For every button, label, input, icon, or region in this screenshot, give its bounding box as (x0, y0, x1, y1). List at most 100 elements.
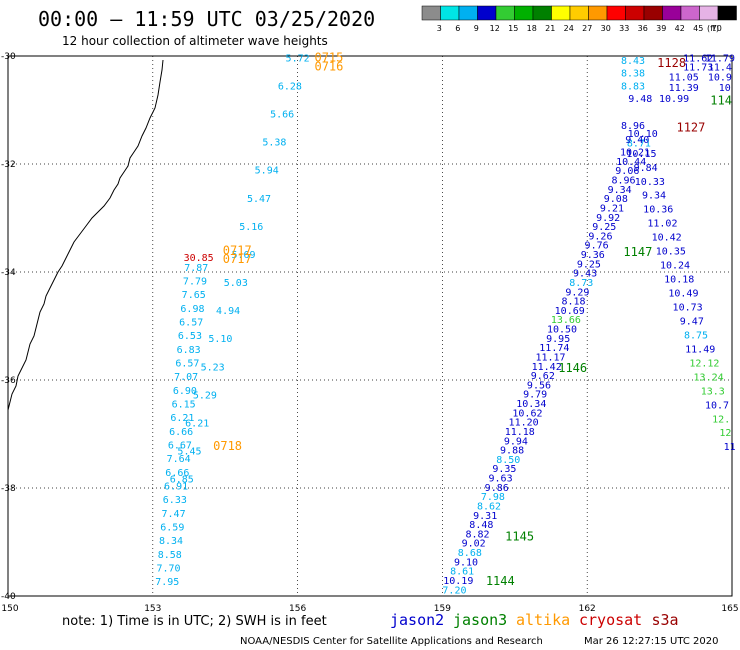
swh-value: 8.50 (496, 455, 520, 466)
swh-value: 5.72 (286, 53, 310, 64)
lat-tick-label: -32 (1, 160, 16, 170)
swh-value: 10.50 (547, 325, 577, 336)
swh-value: 5.69 (231, 250, 255, 261)
swh-value: 7.65 (182, 290, 206, 301)
satellite-legend: jason2 jason3 altika cryosat s3a (390, 611, 679, 629)
swh-value: 11.79 (705, 53, 735, 64)
legend-swatch (625, 5, 645, 21)
swh-value: 8.83 (621, 81, 645, 92)
swh-value: 6.15 (172, 400, 196, 411)
swh-value: 9.48 (628, 94, 652, 105)
swh-value: 8.38 (621, 69, 645, 80)
swh-value: 5.45 (177, 447, 201, 458)
swh-value: 9.26 (588, 231, 612, 242)
swh-value: 6.59 (160, 523, 184, 534)
swh-value: 5.16 (239, 222, 263, 233)
swh-value: 4.94 (216, 306, 240, 317)
legend-swatch (551, 5, 571, 21)
swh-value: 8.96 (621, 121, 645, 132)
swh-value: 9.35 (492, 464, 516, 475)
legend-swatch (458, 5, 478, 21)
swh-value: 8.43 (621, 56, 645, 67)
satellite-legend-item: s3a (652, 611, 679, 629)
swh-value: 12.12 (689, 358, 719, 369)
legend-swatch (662, 5, 682, 21)
page-title: 00:00 – 11:59 UTC 03/25/2020 (38, 7, 375, 31)
legend-swatch (532, 5, 552, 21)
swh-value: 9.06 (615, 166, 639, 177)
swh-value: 9.29 (565, 287, 589, 298)
swh-value: 12. (712, 414, 730, 425)
swh-value: 7.79 (183, 277, 207, 288)
swh-value: 9.94 (504, 436, 528, 447)
swh-value: 6.98 (180, 304, 204, 315)
swh-value: 10.19 (443, 576, 473, 587)
swh-value: 6.90 (173, 386, 197, 397)
legend-swatch (699, 5, 719, 21)
swh-value: 9.25 (577, 259, 601, 270)
pass-time-label: 0715 (314, 50, 343, 64)
swh-value: 9.95 (546, 334, 570, 345)
swh-value: 10.33 (635, 177, 665, 188)
swh-value: 6.66 (169, 427, 193, 438)
lon-tick-label: 165 (721, 604, 738, 614)
legend-label: 18 (527, 24, 537, 33)
swh-value: 10.34 (516, 399, 546, 410)
swh-value: 13.24 (694, 372, 724, 383)
swh-value: 6.28 (278, 81, 302, 92)
pass-time-label: 0717 (223, 252, 252, 266)
swh-value: 11.20 (509, 418, 539, 429)
lon-tick-label: 156 (289, 604, 306, 614)
legend-swatch (514, 5, 534, 21)
swh-value: 6.67 (168, 441, 192, 452)
pass-time-label: 114 (710, 94, 732, 108)
color-legend: 3 6 9 12 15 18 21 24 27 30 33 36 39 42 45 70(ft) (421, 5, 737, 33)
swh-value: 5.29 (193, 390, 217, 401)
swh-value: 6.57 (175, 359, 199, 370)
legend-label: 45 (693, 24, 703, 33)
swh-value: 11.73 (683, 63, 713, 74)
swh-value: 12 (719, 428, 731, 439)
swh-value: 11.42 (532, 362, 562, 373)
footer-credit: NOAA/NESDIS Center for Satellite Applica… (240, 636, 543, 647)
swh-value: 8.48 (469, 520, 493, 531)
swh-value: 6.53 (178, 331, 202, 342)
swh-value: 9.92 (596, 213, 620, 224)
pass-time-label: 1147 (623, 245, 652, 259)
swh-value: 8.68 (458, 548, 482, 559)
swh-value: 9.63 (489, 474, 513, 485)
swh-value: 10.9 (708, 72, 732, 83)
legend-swatch (643, 5, 663, 21)
swh-value: 5.94 (255, 166, 279, 177)
legend-swatch (421, 5, 441, 21)
swh-value: 8.96 (611, 176, 635, 187)
legend-label: 39 (656, 24, 666, 33)
swh-value: 8.82 (465, 529, 489, 540)
swh-value: 10.21 (620, 148, 650, 159)
legend-swatch (717, 5, 737, 21)
swh-value: 9.86 (485, 483, 509, 494)
swh-value: 5.10 (208, 334, 232, 345)
swh-value: 7.20 (442, 585, 466, 596)
pass-time-label: 1127 (676, 121, 705, 135)
swh-value: 9.62 (531, 371, 555, 382)
legend-label: 24 (564, 24, 574, 33)
pass-time-label: 0716 (314, 60, 343, 74)
satellite-legend-item: jason3 (453, 611, 507, 629)
satellite-legend-item: altika (516, 611, 570, 629)
lon-tick-label: 150 (1, 604, 18, 614)
legend-swatch (495, 5, 515, 21)
swh-value: 8.71 (627, 138, 651, 149)
pass-time-label: 0718 (213, 439, 242, 453)
legend-swatch (477, 5, 497, 21)
pass-time-label: 1146 (558, 361, 587, 375)
lon-tick-label: 162 (579, 604, 596, 614)
swh-value: 9.36 (581, 250, 605, 261)
swh-value: 10.18 (664, 275, 694, 286)
swh-value: 9.02 (462, 539, 486, 550)
swh-value: 10.24 (660, 261, 690, 272)
swh-value: 10 (719, 83, 731, 94)
swh-value: 11.05 (669, 72, 699, 83)
legend-label: 30 (601, 24, 611, 33)
legend-swatch (440, 5, 460, 21)
